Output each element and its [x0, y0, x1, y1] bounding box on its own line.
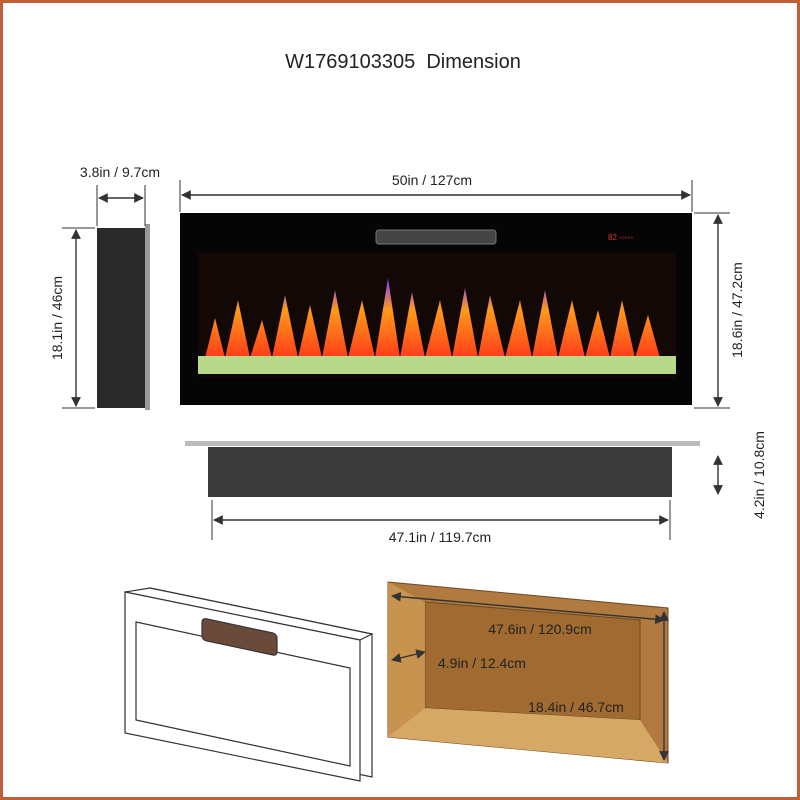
side-view [62, 185, 150, 410]
width-label: 50in / 127cm [392, 172, 472, 188]
depth-label: 3.8in / 9.7cm [80, 164, 160, 180]
bottom-depth-label: 4.2in / 10.8cm [751, 431, 767, 519]
recess-width-label: 47.6in / 120.9cm [488, 621, 592, 637]
line-drawing [124, 587, 374, 782]
front-view: 82 ◦◦◦◦◦ [179, 180, 730, 409]
svg-text:82 ◦◦◦◦◦: 82 ◦◦◦◦◦ [608, 233, 633, 242]
recess-height-label: 18.4in / 46.7cm [528, 699, 624, 715]
title: W1769103305 Dimension [285, 51, 521, 73]
bottom-width-label: 47.1in / 119.7cm [389, 529, 491, 545]
recess-depth-label: 4.9in / 12.4cm [438, 655, 526, 671]
front-height-label: 18.6in / 47.2cm [729, 262, 745, 358]
bottom-view [185, 441, 723, 540]
side-height-label: 18.1in / 46cm [49, 276, 65, 360]
recess [387, 581, 669, 764]
